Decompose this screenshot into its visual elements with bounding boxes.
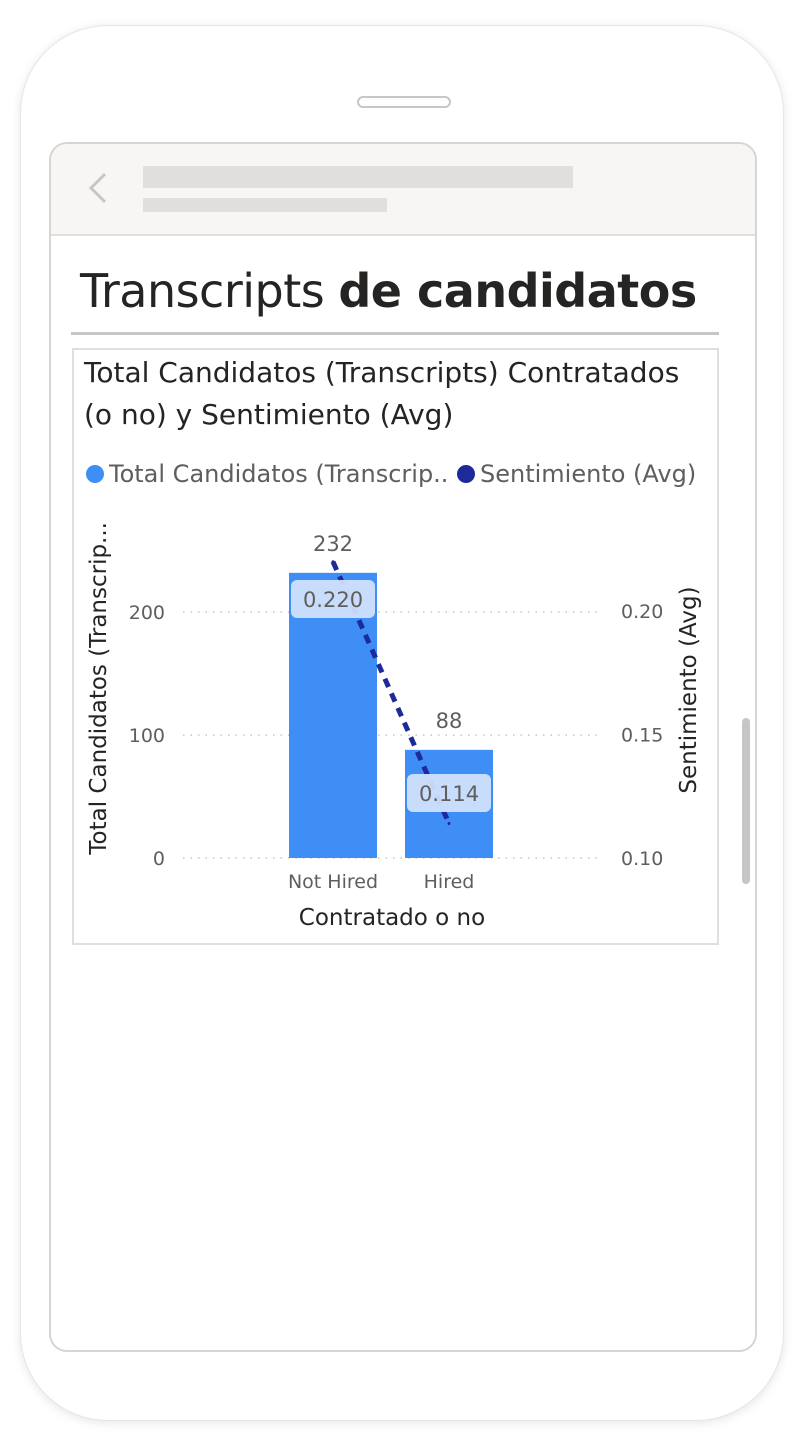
subtitle-placeholder [143,198,387,212]
line-data-label-bg [291,580,375,618]
line-data-label: 0.220 [303,588,363,612]
scrollbar[interactable] [742,718,750,884]
y-axis-title: Total Candidatos (Transcrip... [86,522,112,856]
y2-axis-title: Sentimiento (Avg) [676,586,702,793]
phone-speaker [357,96,451,108]
y2-tick-label: 0.15 [621,725,663,747]
legend-dot-line [457,465,475,483]
line-data-label: 0.114 [419,782,479,806]
bar-data-label: 232 [313,532,353,556]
legend-item-bars[interactable]: Total Candidatos (Transcrip... [86,460,449,488]
y-tick-label: 200 [129,602,165,624]
page-title: Transcripts de candidatos [80,264,697,318]
sentiment-point [447,821,451,825]
x-tick-label: Hired [424,871,475,893]
page-title-bold: de candidatos [338,264,697,318]
legend-label-bars: Total Candidatos (Transcrip... [109,460,449,488]
sentiment-point [331,560,335,564]
legend-item-line[interactable]: Sentimiento (Avg) [457,460,696,488]
line-data-label-bg [407,774,491,812]
y2-tick-label: 0.20 [621,601,663,623]
legend-dot-bars [86,465,104,483]
y-tick-label: 100 [129,725,165,747]
x-tick-label: Not Hired [288,871,378,893]
title-placeholder [143,166,573,188]
top-bar [51,144,755,236]
legend-label-line: Sentimiento (Avg) [480,460,697,488]
title-divider [71,332,719,335]
page-title-regular: Transcripts [80,264,339,318]
y-tick-label: 0 [153,848,165,870]
chart-title: Total Candidatos (Transcripts) Contratad… [84,356,680,431]
chart-card[interactable] [72,348,719,945]
x-axis-title: Contratado o no [299,905,485,931]
bar-not-hired [289,572,377,858]
y2-tick-label: 0.10 [621,848,663,870]
chevron-left-icon[interactable] [85,170,115,206]
bar-data-label: 88 [436,709,463,733]
